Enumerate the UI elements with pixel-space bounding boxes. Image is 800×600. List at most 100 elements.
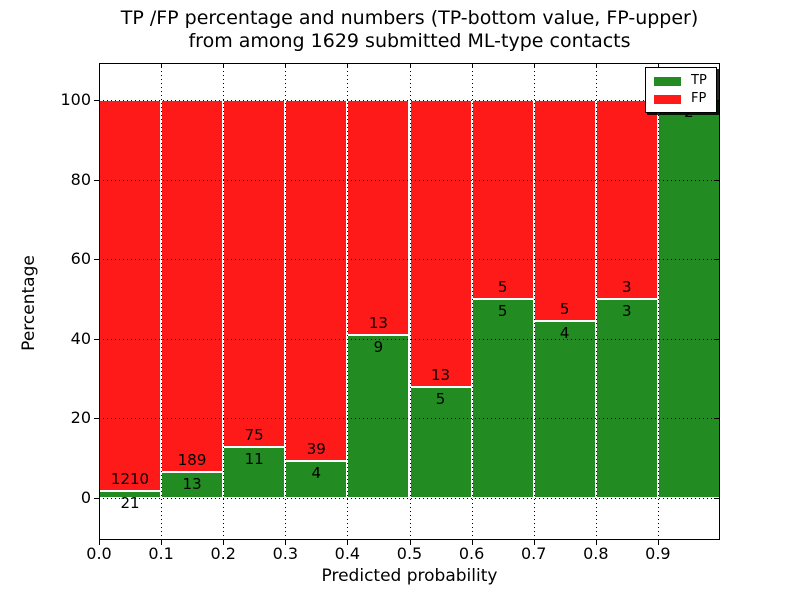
bar-segment-tp (347, 335, 410, 499)
x-tick-bottom (409, 540, 411, 545)
x-tick-top (223, 63, 225, 68)
x-tick-bottom (223, 540, 225, 545)
y-tick-label: 100 (60, 90, 91, 110)
y-tick-label: 80 (70, 169, 91, 189)
bar-label-fp: 75 (244, 425, 264, 444)
gridline-vertical (409, 63, 411, 540)
bar-label-tp: 9 (373, 338, 384, 356)
y-tick-right (714, 418, 719, 420)
bar-label-fp: 1210 (110, 469, 150, 488)
bar-segment-tp (533, 320, 596, 499)
y-tick-right (714, 497, 719, 499)
bar-label-tp: 3 (622, 301, 632, 320)
x-tick-label: 0.9 (645, 544, 671, 563)
y-axis-label: Percentage (19, 255, 39, 351)
bar-label-fp: 39 (306, 439, 326, 458)
y-tick-left (94, 179, 99, 181)
bar-segment-tp (657, 100, 720, 499)
legend-label-fp: FP (691, 91, 707, 106)
bar-segment-tp (409, 387, 472, 499)
x-tick-bottom (99, 540, 100, 545)
bar-label-tp: 21 (120, 493, 140, 512)
x-tick-top (533, 63, 535, 68)
tp-swatch-icon (654, 76, 681, 86)
gridline-vertical (657, 63, 659, 540)
x-tick-label: 0.1 (148, 544, 174, 563)
gridline-vertical (471, 63, 473, 540)
bar-label-tp: 5 (497, 301, 508, 320)
x-tick-label: 0.4 (334, 544, 361, 563)
y-tick-left (94, 497, 99, 499)
bar-segment-fp (595, 100, 658, 299)
chart-title-line1: TP /FP percentage and numbers (TP-bottom… (120, 7, 699, 29)
plot-area: 1210211891375113941391355554332 (94, 63, 720, 545)
bar-label-fp: 13 (368, 314, 388, 332)
bar-segment-fp (347, 100, 410, 335)
x-tick-bottom (285, 540, 287, 545)
y-tick-right (714, 259, 719, 261)
gridline-vertical (223, 63, 225, 540)
gridline-vertical (347, 63, 349, 540)
x-tick-top (285, 63, 287, 68)
y-tick-right (714, 338, 719, 340)
x-tick-top (471, 63, 473, 68)
x-tick-bottom (657, 540, 659, 545)
legend-item-fp: FP (646, 92, 716, 106)
bar-segment-fp (533, 100, 596, 321)
gridline-vertical (533, 63, 535, 540)
bar-segment-tp (285, 460, 348, 499)
x-tick-top (161, 63, 163, 68)
bar-label-tp: 4 (311, 463, 322, 482)
y-tick-left (94, 338, 99, 340)
x-tick-label: 0.7 (520, 544, 547, 563)
legend-label-tp: TP (691, 73, 707, 88)
bar-label-tp: 13 (182, 474, 202, 493)
y-tick-label: 60 (70, 249, 91, 269)
x-tick-bottom (161, 540, 163, 545)
gridline-vertical (285, 63, 287, 540)
bar-segment-fp (285, 100, 348, 461)
x-tick-label: 0.0 (86, 544, 112, 563)
bar-segment-fp (99, 100, 162, 491)
x-axis-label: Predicted probability (321, 566, 498, 586)
bar-label-fp: 3 (622, 277, 632, 296)
bar-segment-tp (471, 298, 534, 499)
bar-label-fp: 5 (559, 299, 570, 318)
bar-label-tp: 4 (559, 323, 570, 342)
bar-label-fp: 5 (497, 277, 508, 296)
y-tick-label: 20 (70, 408, 91, 428)
bar-segment-fp (409, 100, 472, 388)
gridline-vertical (595, 63, 597, 540)
bar-segment-fp (223, 100, 286, 447)
x-tick-label: 0.2 (210, 544, 236, 563)
bar-label-fp: 13 (430, 366, 451, 385)
chart-title-line2: from among 1629 submitted ML-type contac… (188, 30, 631, 52)
bar-segment-fp (471, 100, 534, 299)
legend: TP FP (645, 67, 717, 113)
bar-label-tp: 11 (244, 449, 264, 468)
gridline-vertical (161, 63, 163, 540)
bar-segment-tp (595, 298, 658, 499)
bar-segment-fp (161, 100, 224, 472)
y-tick-left (94, 100, 99, 102)
x-tick-label: 0.6 (458, 544, 485, 563)
x-tick-label: 0.3 (272, 544, 299, 563)
x-tick-bottom (595, 540, 597, 545)
x-tick-bottom (533, 540, 535, 545)
x-tick-top (409, 63, 411, 68)
chart-title: TP /FP percentage and numbers (TP-bottom… (99, 7, 720, 53)
fp-swatch-icon (654, 94, 681, 104)
x-tick-label: 0.5 (396, 544, 423, 563)
bar-label-fp: 189 (177, 450, 207, 469)
x-tick-top (347, 63, 349, 68)
y-tick-left (94, 259, 99, 261)
x-tick-bottom (471, 540, 473, 545)
x-tick-top (657, 63, 659, 68)
x-tick-top (595, 63, 597, 68)
y-tick-right (714, 179, 719, 181)
bar-label-tp: 5 (435, 390, 446, 409)
x-tick-label: 0.8 (583, 544, 609, 563)
y-tick-label: 40 (70, 328, 91, 348)
legend-item-tp: TP (646, 74, 716, 88)
